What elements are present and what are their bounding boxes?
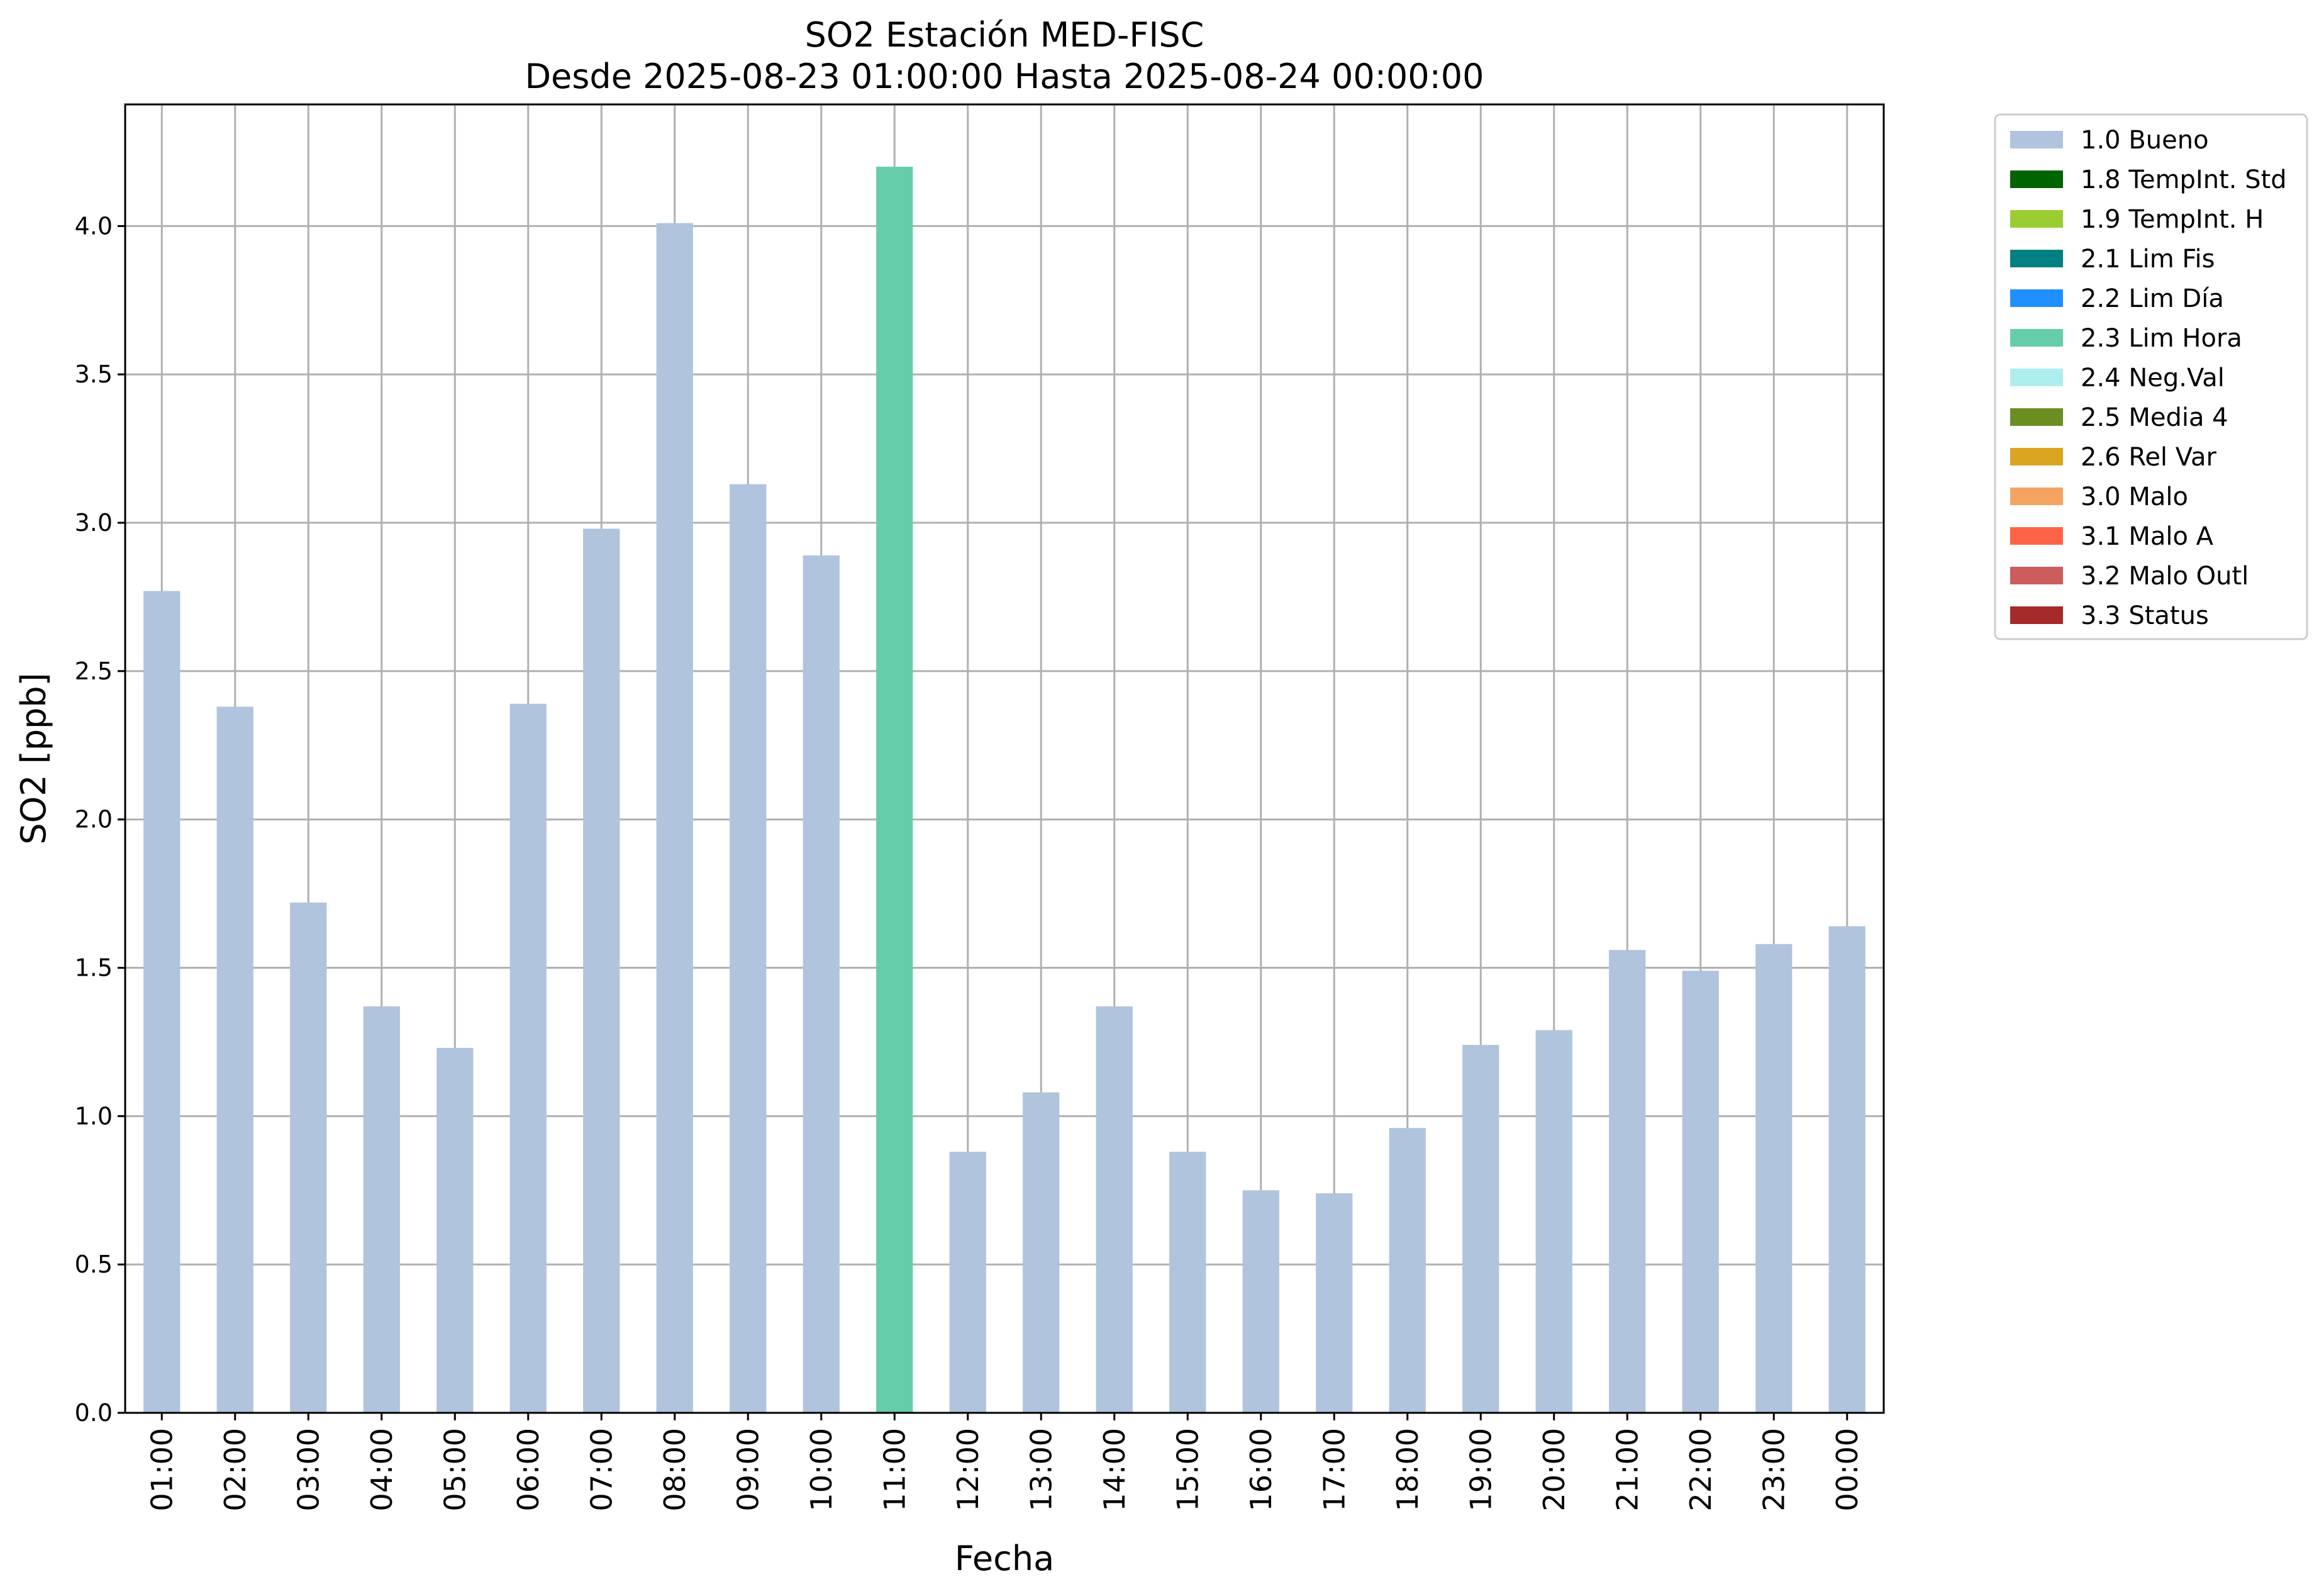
- y-tick-label: 1.0: [75, 1102, 113, 1130]
- bar-0000: [1828, 926, 1865, 1413]
- bar-2300: [1755, 944, 1793, 1413]
- chart-title: SO2 Estación MED-FISC: [805, 15, 1204, 55]
- legend-swatch: [2010, 250, 2063, 267]
- legend-swatch: [2010, 289, 2063, 307]
- x-tick-label: 05:00: [438, 1428, 472, 1512]
- bar-0200: [216, 706, 253, 1413]
- legend-frame: [1994, 113, 2308, 640]
- x-tick-label: 01:00: [145, 1428, 179, 1512]
- y-tick-label: 1.5: [75, 954, 113, 982]
- x-axis-ticks: 01:00 02:00 03:00 04:00 05:00 06:00 07:00 08:00…: [145, 1413, 1864, 1512]
- legend-swatch: [2010, 369, 2063, 386]
- y-tick-label: 2.0: [75, 806, 113, 833]
- y-tick-label: 3.0: [75, 509, 113, 537]
- bar-2100: [1609, 950, 1646, 1413]
- x-tick-label: 16:00: [1244, 1428, 1278, 1512]
- bar-0500: [436, 1047, 474, 1413]
- y-tick-label: 3.5: [75, 360, 113, 388]
- bar-2000: [1535, 1030, 1572, 1413]
- legend-swatch: [2010, 170, 2063, 188]
- legend-swatch: [2010, 408, 2063, 426]
- bar-0400: [363, 1006, 400, 1413]
- bar-1500: [1169, 1151, 1206, 1413]
- x-tick-label: 18:00: [1391, 1428, 1425, 1512]
- x-tick-label: 04:00: [365, 1428, 399, 1512]
- y-tick-label: 2.5: [75, 657, 113, 685]
- x-tick-label: 21:00: [1610, 1428, 1644, 1512]
- legend-swatch: [2010, 527, 2063, 545]
- legend-swatch: [2010, 567, 2063, 584]
- legend-label: 2.2 Lim Día: [2081, 284, 2224, 313]
- x-tick-label: 11:00: [877, 1428, 911, 1512]
- bar-1200: [949, 1151, 986, 1413]
- bar-0600: [509, 703, 547, 1413]
- legend-label: 2.4 Neg.Val: [2081, 364, 2225, 393]
- bar-1100: [876, 167, 913, 1413]
- x-tick-label: 15:00: [1170, 1428, 1204, 1512]
- x-tick-label: 14:00: [1098, 1428, 1131, 1512]
- legend-swatch: [2010, 131, 2063, 148]
- x-axis-label: Fecha: [955, 1539, 1054, 1578]
- bar-1700: [1316, 1193, 1353, 1413]
- x-tick-label: 17:00: [1317, 1428, 1351, 1512]
- y-tick-label: 4.0: [75, 212, 113, 240]
- legend-label: 3.3 Status: [2081, 601, 2209, 630]
- legend-label: 2.6 Rel Var: [2081, 443, 2217, 472]
- plot-frame: [124, 103, 1885, 1414]
- legend-swatch: [2010, 210, 2063, 228]
- x-tick-label: 02:00: [218, 1428, 252, 1512]
- bar-0900: [730, 484, 767, 1413]
- x-tick-label: 10:00: [804, 1428, 838, 1512]
- x-tick-label: 06:00: [511, 1428, 545, 1512]
- legend-entries: 1.0 Bueno 1.8 TempInt. Std 1.9 TempInt. H 2…: [2010, 126, 2287, 630]
- x-tick-label: 22:00: [1684, 1428, 1718, 1512]
- legend-label: 1.8 TempInt. Std: [2081, 165, 2287, 194]
- y-axis-ticks: 0.0 0.5 1.0 1.5 2.0 2.5 3.0 3.5 4.0: [75, 212, 125, 1427]
- bar-1900: [1462, 1045, 1499, 1413]
- legend-label: 2.3 Lim Hora: [2081, 324, 2242, 353]
- y-tick-label: 0.5: [75, 1251, 113, 1278]
- legend-label: 1.9 TempInt. H: [2081, 205, 2264, 234]
- chart-subtitle: Desde 2025-08-23 01:00:00 Hasta 2025-08-…: [525, 57, 1484, 96]
- bar-1300: [1023, 1092, 1060, 1413]
- bar-0300: [290, 902, 327, 1413]
- bar-0800: [656, 223, 693, 1413]
- bar-1800: [1389, 1128, 1426, 1413]
- bar-2200: [1682, 971, 1719, 1413]
- legend-label: 1.0 Bueno: [2081, 126, 2209, 155]
- x-tick-label: 13:00: [1024, 1428, 1058, 1512]
- bar-0700: [583, 528, 620, 1413]
- x-tick-label: 00:00: [1830, 1428, 1864, 1512]
- legend-label: 3.0 Malo: [2081, 482, 2188, 511]
- legend: 1.0 Bueno 1.8 TempInt. Std 1.9 TempInt. H 2…: [1994, 113, 2308, 640]
- legend-label: 3.2 Malo Outl: [2081, 562, 2249, 591]
- bar-1000: [803, 555, 840, 1413]
- legend-swatch: [2010, 488, 2063, 505]
- legend-swatch: [2010, 606, 2063, 624]
- bar-1400: [1096, 1006, 1133, 1413]
- x-tick-label: 03:00: [291, 1428, 325, 1512]
- x-tick-label: 08:00: [658, 1428, 692, 1512]
- bars: [143, 167, 1865, 1413]
- x-tick-label: 09:00: [731, 1428, 765, 1512]
- x-tick-label: 12:00: [951, 1428, 985, 1512]
- x-tick-label: 07:00: [584, 1428, 618, 1512]
- bar-1600: [1242, 1190, 1279, 1413]
- x-tick-label: 19:00: [1464, 1428, 1498, 1512]
- bar-0100: [143, 591, 181, 1413]
- x-tick-label: 20:00: [1537, 1428, 1571, 1512]
- y-tick-label: 0.0: [75, 1399, 113, 1427]
- legend-swatch: [2010, 329, 2063, 347]
- legend-swatch: [2010, 448, 2063, 465]
- legend-label: 2.1 Lim Fis: [2081, 245, 2215, 274]
- x-tick-label: 23:00: [1757, 1428, 1791, 1512]
- y-axis-label: SO2 [ppb]: [14, 672, 53, 844]
- legend-label: 2.5 Media 4: [2081, 403, 2228, 432]
- legend-label: 3.1 Malo A: [2081, 522, 2214, 551]
